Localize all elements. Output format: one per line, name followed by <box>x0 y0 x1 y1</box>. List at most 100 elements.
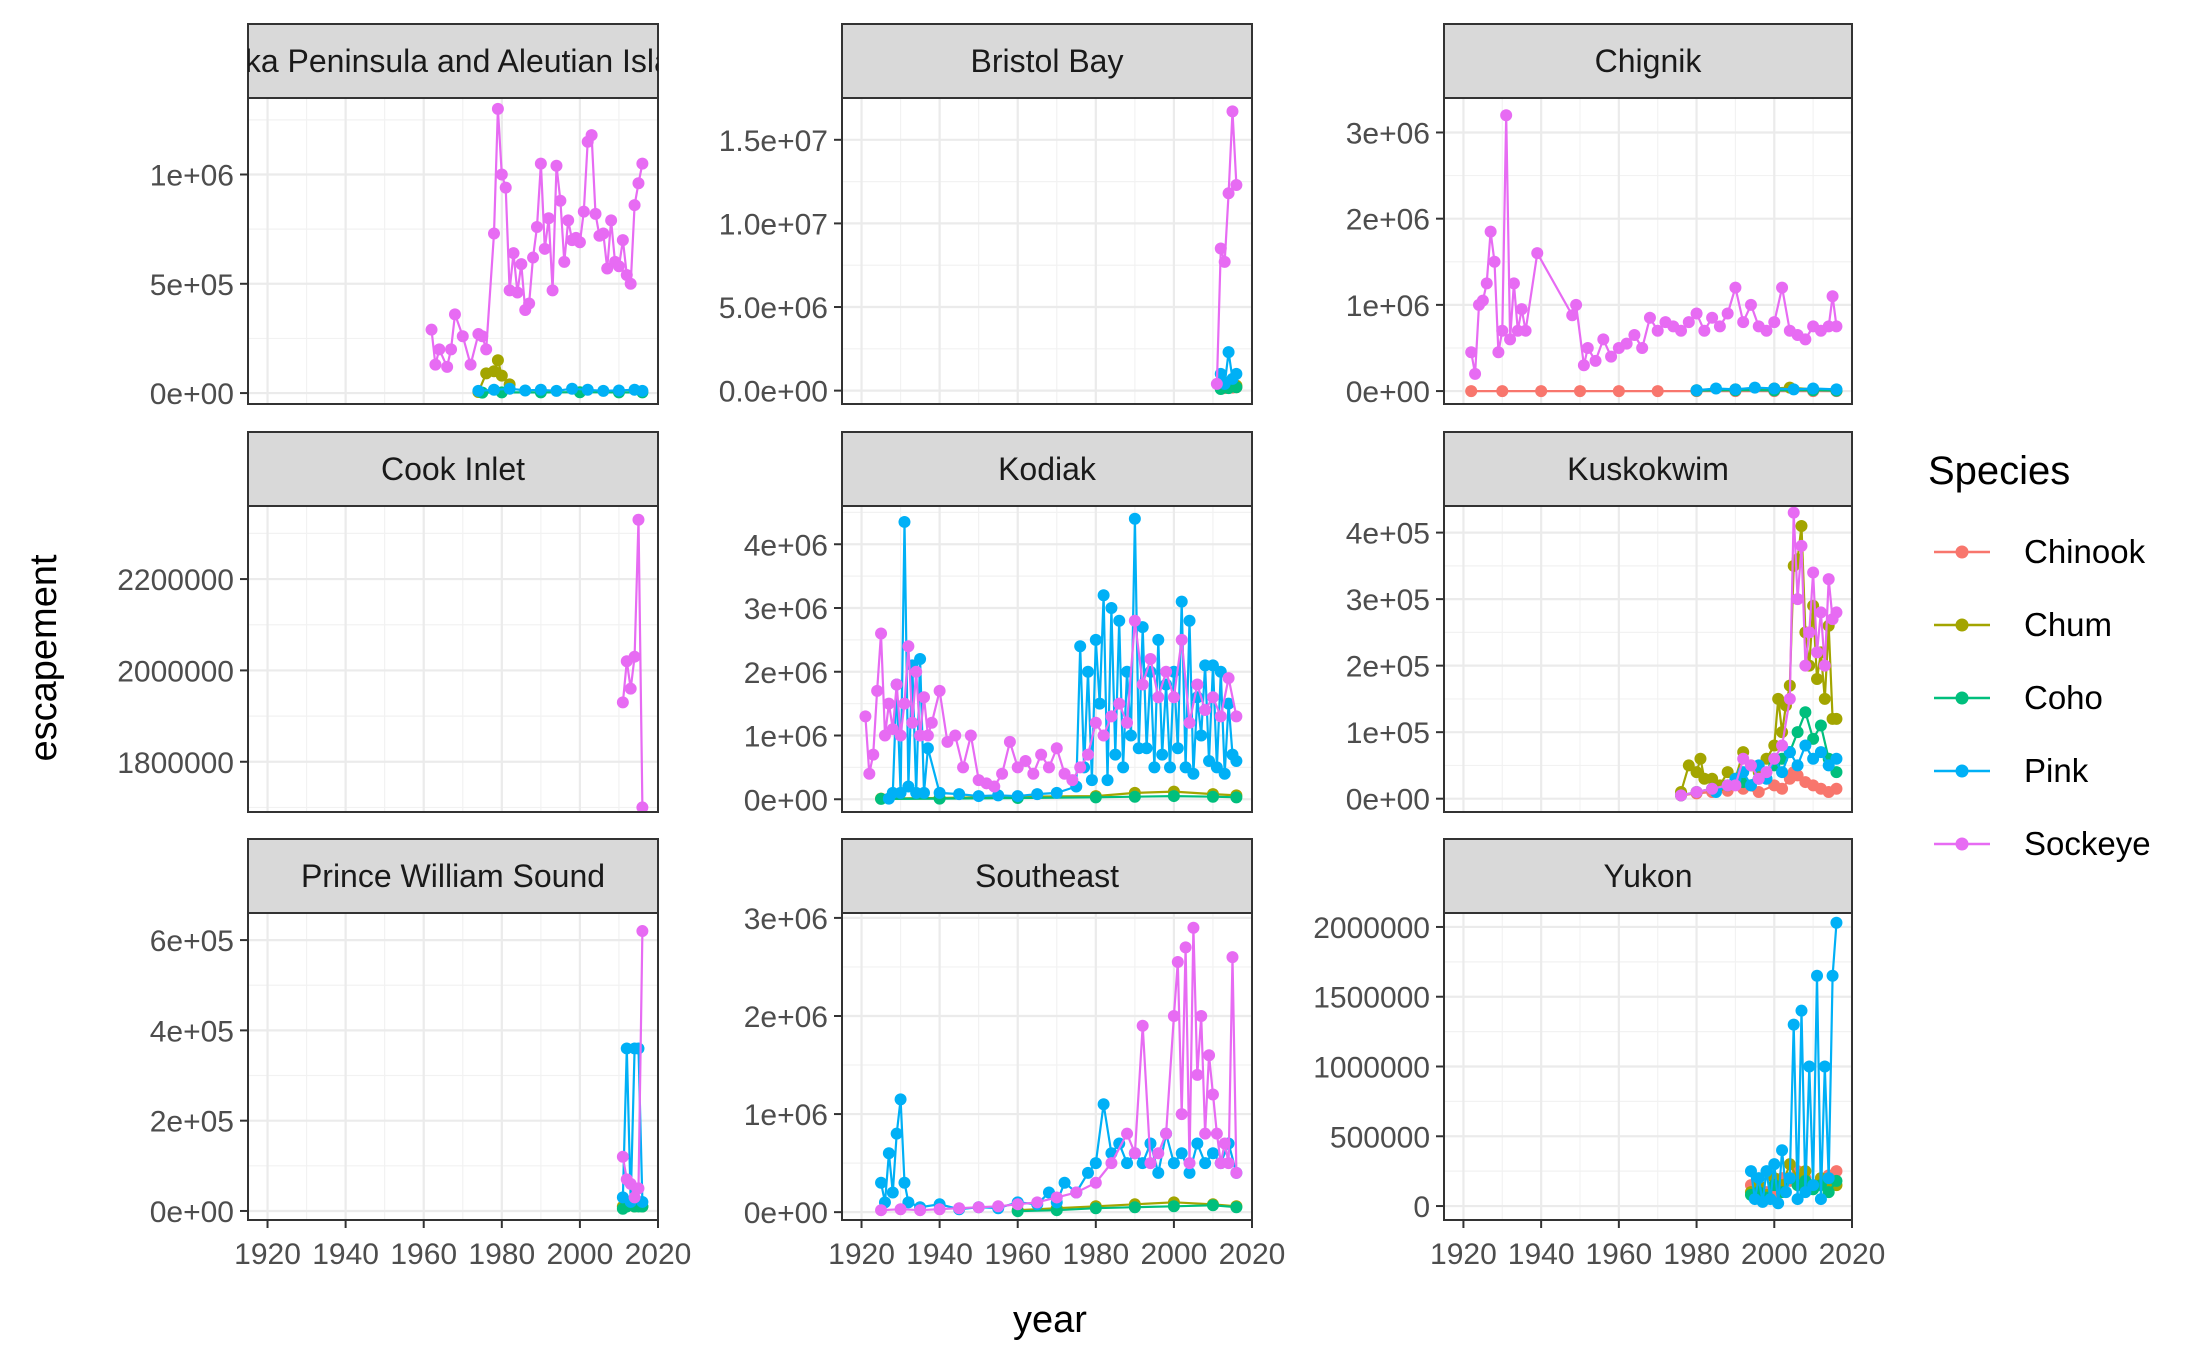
data-point-pink <box>1795 1004 1808 1017</box>
data-point-sockeye <box>507 247 520 260</box>
data-point-sockeye <box>425 323 438 336</box>
data-point-pink <box>1744 1165 1757 1178</box>
panel-background <box>842 98 1252 404</box>
facet-panel: Alaska Peninsula and Aleutian Islands 0e+… <box>150 23 659 411</box>
data-point-sockeye <box>1776 739 1789 752</box>
legend-entry: Chinook <box>1934 533 2146 570</box>
facet-panel: Chignik 0e+00 1e+06 2e+06 3e+06 <box>1346 23 1853 409</box>
y-tick-label: 0e+00 <box>150 1196 234 1229</box>
data-point-pink <box>1799 1186 1812 1199</box>
facet-panel: Kodiak 0e+00 1e+06 2e+06 3e+06 4e+06 <box>744 431 1253 817</box>
data-point-pink <box>921 742 934 755</box>
data-point-sockeye <box>1721 307 1734 320</box>
data-point-sockeye <box>1050 742 1063 755</box>
legend-entry: Sockeye <box>1934 825 2151 862</box>
data-point-pink <box>1748 381 1761 394</box>
data-point-sockeye <box>515 258 528 271</box>
x-tick-label: 1980 <box>468 1238 535 1271</box>
data-point-sockeye <box>1206 691 1219 704</box>
y-tick-label: 1.5e+07 <box>719 125 828 158</box>
data-point-sockeye <box>628 650 641 663</box>
data-point-pink <box>1807 752 1820 765</box>
facet-panel: Cook Inlet 1800000 2000000 2200000 <box>117 431 659 813</box>
legend-label: Pink <box>2024 752 2089 789</box>
data-point-sockeye <box>573 236 586 249</box>
data-point-sockeye <box>1019 755 1032 767</box>
data-point-pink <box>1183 614 1196 627</box>
data-point-chum <box>1772 692 1785 705</box>
data-point-pink <box>1113 614 1126 627</box>
data-point-sockeye <box>953 1202 966 1215</box>
data-point-pink <box>632 1042 645 1055</box>
data-point-sockeye <box>1121 716 1134 729</box>
data-point-pink <box>1082 665 1094 678</box>
data-point-pink <box>1814 1193 1827 1206</box>
data-point-pink <box>1097 1098 1110 1111</box>
data-point-sockeye <box>859 710 872 723</box>
data-point-pink <box>972 790 985 803</box>
data-point-pink <box>488 383 500 396</box>
data-point-sockeye <box>1768 752 1781 765</box>
data-point-pink <box>1164 761 1176 774</box>
data-point-pink <box>1814 746 1827 759</box>
data-point-sockeye <box>597 227 610 240</box>
data-point-pink <box>953 788 966 801</box>
data-point-sockeye <box>1589 354 1602 367</box>
data-point-pink <box>1791 759 1804 772</box>
y-tick-label: 2000000 <box>1313 912 1430 945</box>
legend-label: Sockeye <box>2024 825 2151 862</box>
data-point-sockeye <box>1570 298 1583 311</box>
series-line-coho <box>880 794 1237 801</box>
data-point-sockeye <box>1814 606 1827 619</box>
data-point-pink <box>1772 1197 1785 1210</box>
data-point-pink <box>1175 595 1188 608</box>
data-point-chinook <box>1535 385 1548 398</box>
facet-strip <box>1443 431 1853 507</box>
y-tick-label: 0e+00 <box>1346 376 1430 409</box>
data-point-sockeye <box>1577 359 1590 372</box>
data-point-sockeye <box>1791 593 1804 606</box>
y-tick-label: 1e+06 <box>1346 290 1430 323</box>
data-point-pink <box>1101 774 1114 787</box>
data-point-sockeye <box>1566 309 1579 322</box>
data-point-chinook <box>1651 385 1664 398</box>
data-point-pink <box>1222 346 1235 359</box>
data-point-sockeye <box>1167 1009 1180 1022</box>
legend: Species Chinook Chum Coho Pink Sockeye <box>1928 449 2151 862</box>
data-point-sockeye <box>1504 333 1517 346</box>
series-line-sockeye <box>621 519 644 808</box>
data-point-pink <box>1776 766 1789 779</box>
y-tick-label: 5.0e+06 <box>719 292 828 325</box>
panel-background <box>248 506 658 812</box>
facet-strip <box>841 23 1253 99</box>
data-point-sockeye <box>972 1201 985 1214</box>
data-point-sockeye <box>1776 281 1789 294</box>
data-point-sockeye <box>605 214 618 227</box>
y-tick-label: 1e+06 <box>150 160 234 193</box>
x-tick-label: 2020 <box>625 1238 692 1271</box>
data-point-pink <box>612 384 625 397</box>
data-point-pink <box>636 384 649 397</box>
y-tick-label: 4e+05 <box>150 1015 234 1048</box>
data-point-sockeye <box>636 925 649 938</box>
data-point-coho <box>1206 1199 1219 1212</box>
data-point-sockeye <box>1744 298 1757 311</box>
data-point-sockeye <box>1799 659 1812 672</box>
data-point-sockeye <box>867 748 880 761</box>
data-point-pink <box>1121 1157 1134 1170</box>
series-group <box>1675 506 1843 802</box>
facet-panel: Yukon 0 500000 1000000 1500000 2000000 1920 194… <box>1313 838 1885 1271</box>
data-point-pink <box>1011 790 1024 803</box>
data-point-coho <box>1206 790 1219 803</box>
data-point-sockeye <box>1760 766 1773 779</box>
data-point-coho <box>1799 706 1812 719</box>
data-point-sockeye <box>894 1203 907 1216</box>
data-point-pink <box>1128 512 1141 525</box>
data-point-sockeye <box>1027 767 1040 780</box>
data-point-sockeye <box>1175 1108 1188 1121</box>
data-point-coho <box>1807 732 1820 745</box>
x-axis-title: year <box>1013 1299 1087 1341</box>
data-point-coho <box>1814 719 1827 732</box>
data-point-sockeye <box>1136 678 1149 691</box>
data-point-sockeye <box>1183 1157 1196 1170</box>
